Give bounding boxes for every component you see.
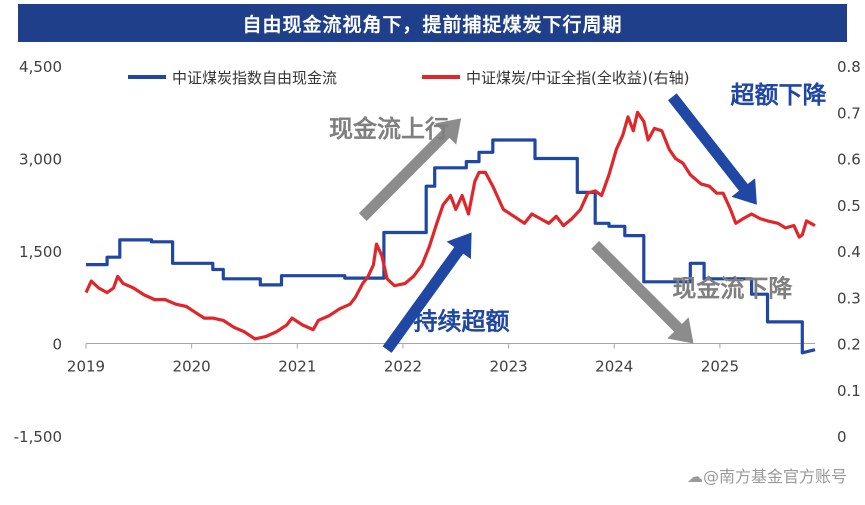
y-right-tick-label: 0.3 bbox=[837, 289, 861, 307]
x-tick-label: 2023 bbox=[490, 358, 528, 376]
annotation-label: 现金流下降 bbox=[672, 275, 793, 303]
annotation-arrow bbox=[382, 232, 472, 353]
axes: 4,500 3,000 1,500 0 -1,500 0.8 0.7 0.6 0.5 0.4 0.3… bbox=[14, 58, 861, 446]
series-line-relative bbox=[84, 110, 816, 341]
annotation-arrow bbox=[358, 118, 462, 221]
y-right-tick-label: 0.4 bbox=[837, 243, 861, 261]
y-left-tick-label: 1,500 bbox=[19, 243, 62, 261]
x-tick-label: 2024 bbox=[595, 358, 633, 376]
series bbox=[84, 110, 816, 355]
y-right-tick-label: 0.1 bbox=[837, 382, 861, 400]
chart-title: 自由现金流视角下，提前捕捉煤炭下行周期 bbox=[18, 4, 847, 42]
y-left-tick-label: 3,000 bbox=[19, 151, 62, 169]
watermark: ☁@南方基金官方账号 bbox=[686, 467, 847, 486]
annotation-arrow bbox=[668, 93, 757, 205]
annotation-label: 现金流上行 bbox=[329, 115, 449, 143]
annotation-arrow bbox=[591, 241, 694, 344]
y-right-tick-label: 0.5 bbox=[837, 197, 861, 215]
x-tick-label: 2019 bbox=[67, 358, 105, 376]
series-line-cashflow bbox=[86, 138, 816, 355]
x-tick-label: 2022 bbox=[384, 358, 422, 376]
x-tick-label: 2020 bbox=[173, 358, 211, 376]
legend-label: 中证煤炭指数自由现金流 bbox=[172, 69, 337, 87]
y-right-tick-label: 0 bbox=[837, 428, 847, 446]
y-right-tick-label: 0.7 bbox=[837, 104, 861, 122]
y-right-tick-label: 0.2 bbox=[837, 336, 861, 354]
annotation-label: 超额下降 bbox=[730, 81, 827, 109]
x-tick-label: 2025 bbox=[701, 358, 739, 376]
legend: 中证煤炭指数自由现金流 中证煤炭/中证全指(全收益)(右轴) bbox=[128, 69, 689, 87]
annotation-label: 持续超额 bbox=[414, 307, 510, 335]
y-right-tick-label: 0.6 bbox=[837, 151, 861, 169]
y-left-tick-label: 4,500 bbox=[19, 58, 62, 76]
legend-label: 中证煤炭/中证全指(全收益)(右轴) bbox=[466, 69, 689, 87]
x-tick-label: 2021 bbox=[278, 358, 316, 376]
y-left-tick-label: 0 bbox=[52, 336, 62, 354]
weibo-icon: ☁ bbox=[686, 467, 703, 486]
y-left-tick-label: -1,500 bbox=[14, 428, 62, 446]
y-right-tick-label: 0.8 bbox=[837, 58, 861, 76]
